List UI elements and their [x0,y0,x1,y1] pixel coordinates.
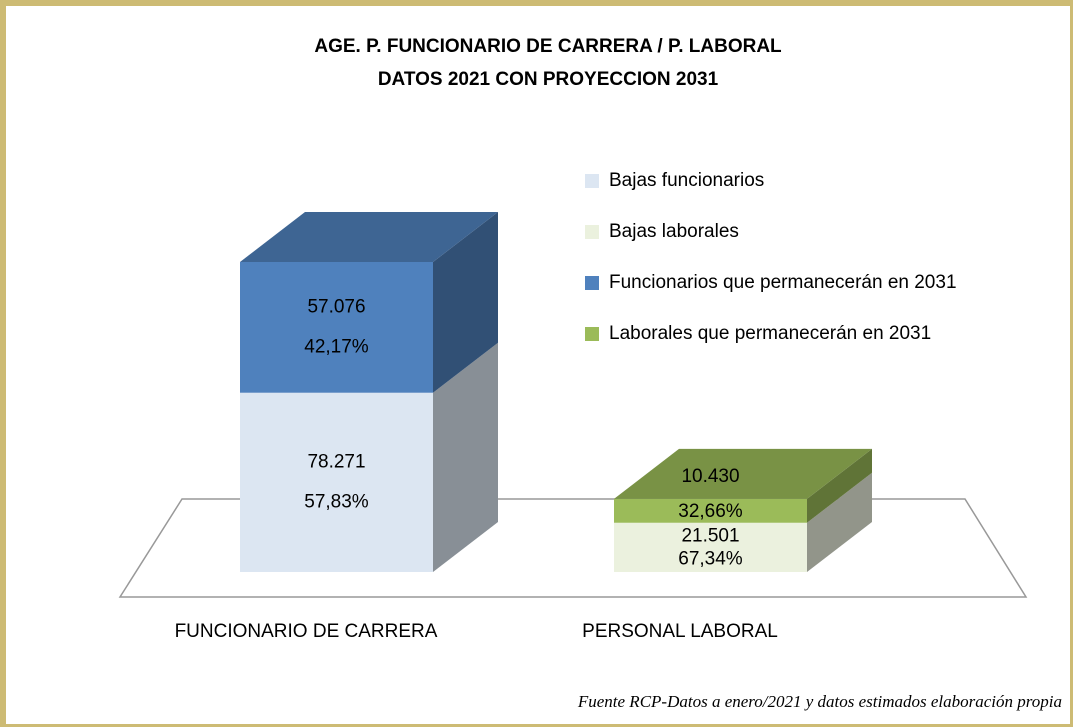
bar-side [433,342,498,572]
value-label: 78.271 [307,451,365,472]
legend-label: Laborales que permanecerán en 2031 [609,323,931,344]
bar-side [807,472,872,572]
legend-swatch [585,327,599,341]
percentage-label: 32,66% [678,501,743,522]
legend-label: Bajas funcionarios [609,170,764,191]
bar [614,498,807,523]
bar-side [433,212,498,393]
legend-swatch [585,225,599,239]
percentage-label: 67,34% [678,548,743,569]
chart-title: AGE. P. FUNCIONARIO DE CARRERA / P. LABO… [314,36,782,57]
bar-top [240,212,498,262]
x-tick-label: PERSONAL LABORAL [582,621,778,642]
source-note: Fuente RCP-Datos a enero/2021 y datos es… [577,692,1062,711]
chart-subtitle: DATOS 2021 CON PROYECCION 2031 [378,69,719,90]
percentage-label: 57,83% [304,491,369,512]
legend-swatch [585,174,599,188]
value-label: 10.430 [681,466,739,487]
x-tick-label: FUNCIONARIO DE CARRERA [175,621,438,642]
bar-top [614,448,872,499]
bar-side [807,448,872,523]
legend-label: Bajas laborales [609,221,739,242]
bar [614,522,807,572]
legend-swatch [585,276,599,290]
legend-label: Funcionarios que permanecerán en 2031 [609,272,957,293]
percentage-label: 42,17% [304,336,369,357]
bar [240,392,433,572]
value-label: 21.501 [681,525,739,546]
bar [240,262,433,393]
value-label: 57.076 [307,296,365,317]
